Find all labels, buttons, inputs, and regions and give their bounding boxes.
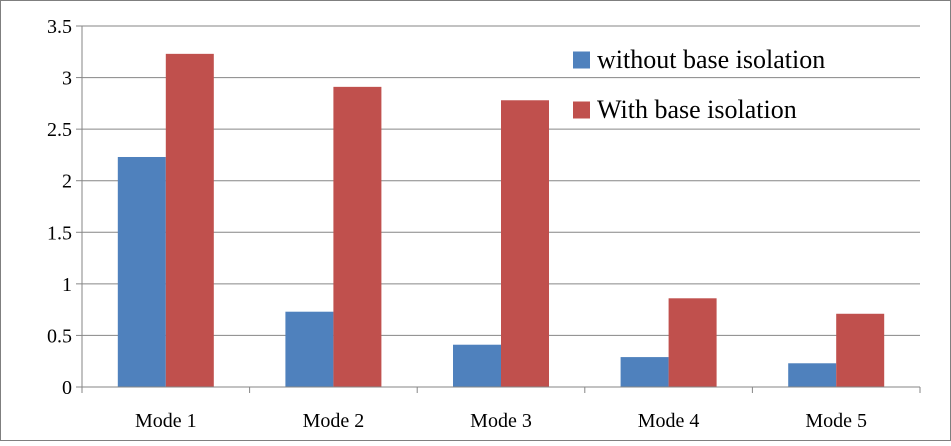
- x-tick-label: Mode 4: [638, 410, 700, 432]
- bar-without-isolation-2: [285, 311, 334, 387]
- bar-without-isolation-4: [620, 357, 669, 387]
- x-tick-label: Mode 2: [303, 410, 365, 432]
- legend-label: With base isolation: [597, 95, 797, 124]
- bar-without-isolation-1: [117, 156, 166, 387]
- y-tick-label: 1: [62, 274, 72, 296]
- y-tick-label: 0: [62, 377, 72, 399]
- y-tick-label: 1.5: [47, 222, 72, 244]
- legend: without base isolation With base isolatio…: [573, 45, 825, 124]
- bar-without-isolation-5: [788, 363, 837, 387]
- bars: [117, 53, 885, 388]
- x-tick-label: Mode 1: [135, 410, 197, 432]
- legend-swatch: [573, 51, 590, 69]
- y-tick-label: 2.5: [47, 119, 72, 141]
- axes: 0 0.5 1 1.5 2 2.5 3 3.5 Mode 1 Mode 2 Mode 3 Mode 4…: [47, 16, 921, 432]
- bar-with-isolation-2: [333, 86, 382, 388]
- legend-swatch: [573, 101, 590, 119]
- x-tick-label: Mode 5: [805, 410, 867, 432]
- bar-with-isolation-5: [836, 313, 885, 387]
- y-tick-label: 2: [62, 171, 72, 193]
- bar-without-isolation-3: [453, 344, 501, 387]
- y-tick-label: 3: [62, 68, 72, 90]
- bar-with-isolation-1: [165, 53, 214, 387]
- x-tick-label: Mode 3: [470, 410, 532, 432]
- legend-label: without base isolation: [597, 45, 825, 74]
- bar-with-isolation-4: [668, 298, 717, 387]
- y-tick-label: 0.5: [47, 325, 72, 347]
- bar-with-isolation-3: [501, 100, 549, 388]
- y-tick-label: 3.5: [47, 16, 72, 38]
